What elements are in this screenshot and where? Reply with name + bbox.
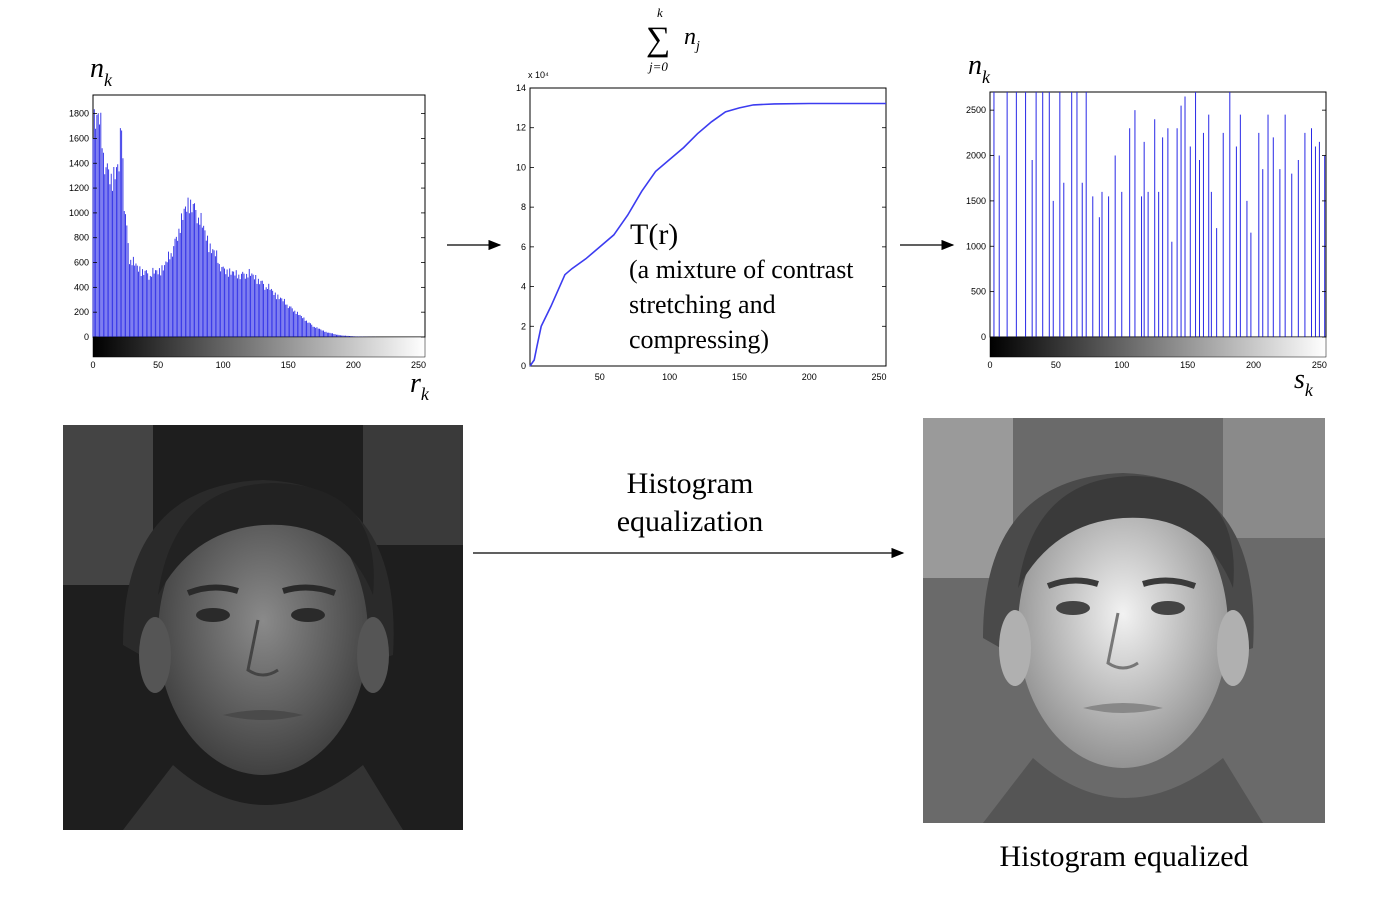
output-histogram-y-tick-label: 2000 <box>966 151 986 161</box>
svg-text:j=0: j=0 <box>647 59 668 74</box>
transform-plot-y-tick-label: 4 <box>521 282 526 292</box>
output-histogram-y-tick-label: 2500 <box>966 105 986 115</box>
output-histogram-y-label: nk <box>968 50 991 87</box>
input-histogram-bars <box>92 109 379 337</box>
equalization-caption-line-2: equalization <box>616 505 764 538</box>
transform-plot-x-ticks: 50 100 150 200 250 <box>595 372 887 382</box>
output-histogram-y-tick-label: 500 <box>971 287 986 297</box>
input-histogram-x-label: rk <box>410 368 430 404</box>
input-histogram-y-label: nk <box>90 53 113 90</box>
input-gray-scale-bar <box>92 336 426 358</box>
transform-plot-x-tick-label: 50 <box>595 372 605 382</box>
output-histogram-y-tick-label: 1500 <box>966 196 986 206</box>
output-histogram-x-tick-label: 0 <box>987 360 992 370</box>
transform-plot-x-tick-label: 250 <box>872 372 887 382</box>
transform-plot-y-tick-label: 14 <box>516 83 526 93</box>
output-histogram-x-tick-label: 250 <box>1312 360 1327 370</box>
transform-plot-y-tick-label: 12 <box>516 123 526 133</box>
output-histogram-x-tick-label: 150 <box>1180 360 1195 370</box>
input-histogram-y-tick-label: 800 <box>74 233 89 243</box>
input-histogram-y-tick-label: 200 <box>74 307 89 317</box>
transform-plot-y-tick-label: 0 <box>521 361 526 371</box>
cumulative-sum-formula: k ∑ nj j=0 <box>646 5 700 74</box>
input-histogram-x-tick-label: 250 <box>411 360 426 370</box>
transform-description-line-1: (a mixture of contrast <box>629 255 854 284</box>
transform-plot-exponent: x 10⁴ <box>528 70 549 80</box>
input-histogram-y-tick-label: 1400 <box>69 158 89 168</box>
input-histogram: 0 200 400 600 800 1000 1200 1400 1600 1800 0 50 100… <box>69 53 430 404</box>
svg-text:∑: ∑ <box>646 21 670 58</box>
input-histogram-y-tick-label: 600 <box>74 258 89 268</box>
input-histogram-x-tick-label: 200 <box>346 360 361 370</box>
equalized-face-photo <box>923 418 1325 823</box>
transform-plot-x-tick-label: 200 <box>802 372 817 382</box>
input-histogram-y-tick-label: 400 <box>74 282 89 292</box>
input-histogram-y-tick-label: 1800 <box>69 109 89 119</box>
transform-plot-y-tick-label: 2 <box>521 321 526 331</box>
transform-plot-x-tick-label: 100 <box>662 372 677 382</box>
output-histogram-y-tick-label: 0 <box>981 332 986 342</box>
transform-description-line-2: stretching and <box>629 290 776 319</box>
output-histogram-bars <box>993 92 1326 337</box>
transform-function-label: T(r) <box>630 218 678 251</box>
input-histogram-y-tick-label: 1600 <box>69 133 89 143</box>
input-histogram-x-tick-label: 50 <box>153 360 163 370</box>
output-gray-scale-bar <box>989 336 1327 358</box>
output-histogram-x-label: sk <box>1294 364 1314 400</box>
input-histogram-x-ticks: 0 50 100 150 200 250 <box>90 360 426 370</box>
transform-plot-y-ticks: 0 2 4 6 8 10 12 14 <box>516 83 886 371</box>
input-histogram-y-ticks: 0 200 400 600 800 1000 1200 1400 1600 1800 <box>69 109 425 342</box>
input-histogram-y-tick-label: 0 <box>84 332 89 342</box>
original-face-drawing <box>63 425 463 830</box>
output-histogram-x-tick-label: 50 <box>1051 360 1061 370</box>
transform-plot-y-tick-label: 6 <box>521 242 526 252</box>
transform-plot-y-tick-label: 8 <box>521 202 526 212</box>
svg-text:k: k <box>657 5 663 20</box>
transform-plot-y-tick-label: 10 <box>516 162 526 172</box>
cumulative-curve <box>529 102 886 367</box>
transform-plot-x-tick-label: 150 <box>732 372 747 382</box>
output-histogram-x-tick-label: 200 <box>1246 360 1261 370</box>
transform-plot: 0 2 4 6 8 10 12 14 50 100 150 200 250 x 10⁴ k ∑ nj … <box>516 5 887 382</box>
equalized-face-drawing <box>923 418 1325 823</box>
output-histogram-x-ticks: 0 50 100 150 200 250 <box>987 360 1326 370</box>
output-histogram-y-tick-label: 1000 <box>966 241 986 251</box>
equalization-caption: Histogram equalization <box>540 465 840 541</box>
input-histogram-x-tick-label: 150 <box>281 360 296 370</box>
input-histogram-y-tick-label: 1200 <box>69 183 89 193</box>
input-histogram-x-tick-label: 0 <box>90 360 95 370</box>
output-histogram-x-tick-label: 100 <box>1114 360 1129 370</box>
input-histogram-x-tick-label: 100 <box>216 360 231 370</box>
equalized-caption: Histogram equalized <box>999 840 1249 873</box>
transform-description-line-3: compressing) <box>629 325 769 354</box>
original-face-photo <box>63 425 463 830</box>
output-histogram-y-ticks: 0 500 1000 1500 2000 2500 <box>966 105 1326 342</box>
equalization-caption-line-1: Histogram <box>626 467 754 500</box>
svg-text:nj: nj <box>684 24 700 54</box>
input-histogram-y-tick-label: 1000 <box>69 208 89 218</box>
